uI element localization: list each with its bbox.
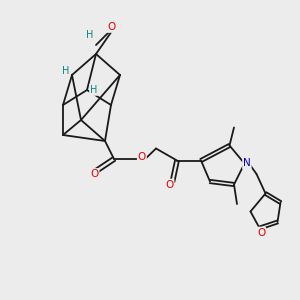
Text: H: H (86, 29, 93, 40)
Text: O: O (90, 169, 99, 179)
Text: H: H (62, 66, 69, 76)
Text: O: O (138, 152, 146, 163)
Text: N: N (243, 158, 251, 169)
Text: O: O (165, 179, 174, 190)
Text: O: O (107, 22, 115, 32)
Text: O: O (257, 227, 265, 238)
Text: H: H (90, 85, 97, 95)
